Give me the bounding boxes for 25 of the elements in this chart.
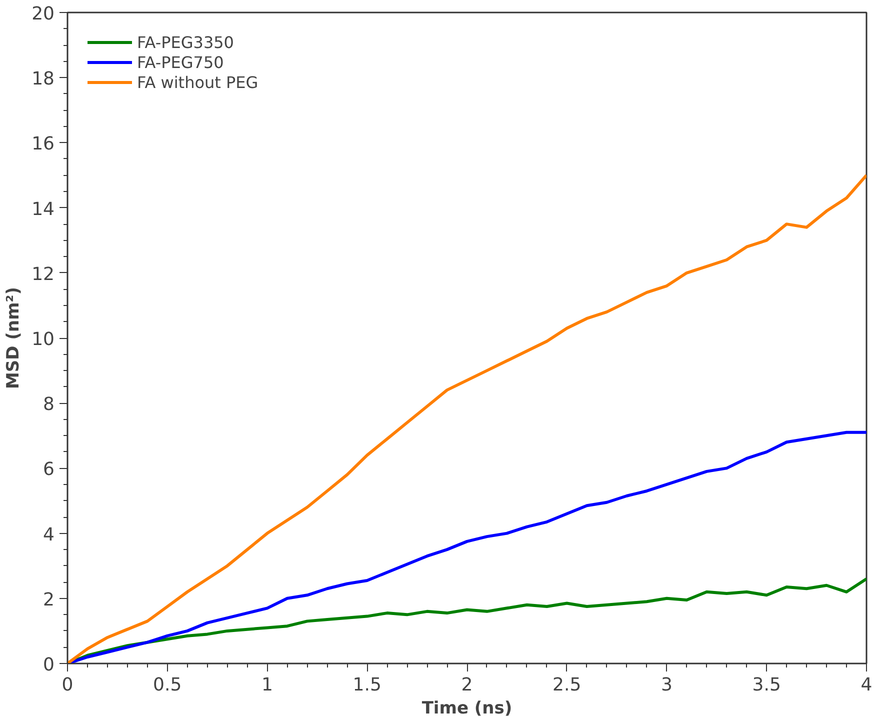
- legend-label: FA-PEG3350: [137, 32, 234, 52]
- y-tick-label: 16: [32, 134, 54, 155]
- x-tick-label: 2.5: [552, 674, 582, 696]
- y-tick-label: 14: [32, 198, 54, 220]
- legend-label: FA-PEG750: [137, 52, 224, 72]
- y-tick-label: 20: [32, 4, 54, 24]
- y-tick-label: 12: [32, 264, 54, 285]
- x-tick-label: 3: [661, 674, 672, 696]
- x-tick-label: 4: [860, 674, 872, 696]
- y-axis-title: MSD (nm²): [4, 286, 24, 389]
- x-tick-label: 1: [262, 674, 273, 696]
- x-tick-label: 0: [62, 674, 74, 696]
- y-tick-label: 2: [43, 589, 54, 610]
- y-tick-label: 0: [43, 654, 54, 676]
- x-tick-label: 0.5: [153, 674, 182, 696]
- y-tick-label: 8: [43, 394, 54, 416]
- legend-label: FA without PEG: [137, 72, 258, 92]
- y-tick-label: 10: [32, 329, 54, 350]
- x-tick-label: 1.5: [352, 674, 382, 696]
- x-axis-title: Time (ns): [422, 698, 512, 718]
- y-tick-label: 6: [43, 459, 54, 480]
- y-tick-label: 4: [43, 524, 54, 546]
- x-tick-label: 2: [461, 674, 473, 696]
- x-tick-label: 3.5: [752, 674, 781, 696]
- y-tick-label: 18: [32, 68, 54, 90]
